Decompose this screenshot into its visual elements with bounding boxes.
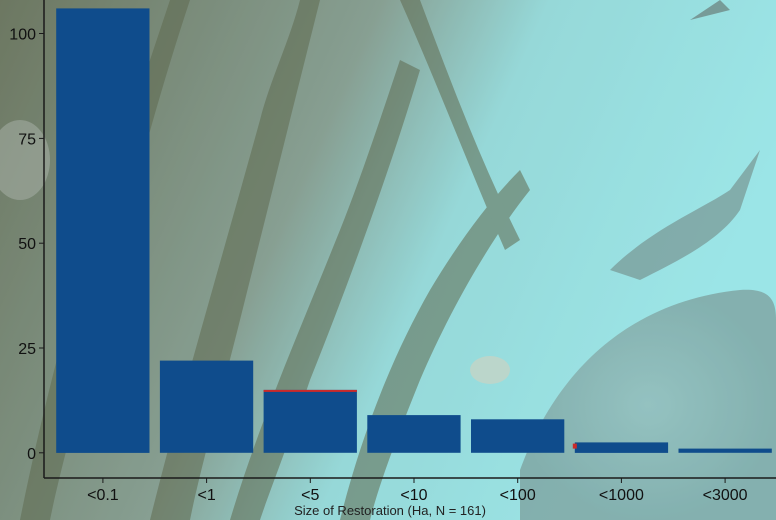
x-tick-label: <5 [301, 487, 319, 504]
x-tick-label: <1 [197, 487, 215, 504]
bar-highlight-3 [263, 389, 357, 392]
y-tick-label: 25 [18, 341, 36, 358]
bar-3 [263, 389, 357, 453]
bar-4 [367, 415, 461, 453]
x-tick-label: <3000 [703, 487, 748, 504]
bar-highlight-6 [572, 443, 577, 449]
y-tick-label: 50 [18, 236, 36, 253]
bar-6 [574, 442, 669, 453]
x-axis-title: Size of Restoration (Ha, N = 161) [294, 503, 486, 518]
x-axis: <0.1 <1 <5 <10 <100 <1000 <3000 [44, 477, 776, 504]
bar-7 [678, 448, 772, 453]
y-tick-label: 100 [9, 27, 36, 44]
x-tick-label: <0.1 [87, 487, 119, 504]
bar-2 [159, 360, 254, 453]
bar-group [56, 8, 772, 453]
y-tick-label: 75 [18, 131, 36, 148]
x-tick-label: <1000 [599, 487, 644, 504]
y-tick-label: 0 [27, 446, 36, 463]
x-tick-label: <10 [400, 487, 427, 504]
y-axis: 0 25 50 75 100 [9, 0, 45, 478]
bar-1 [56, 8, 150, 453]
x-tick-label: <100 [500, 487, 536, 504]
bar-5 [471, 419, 565, 453]
